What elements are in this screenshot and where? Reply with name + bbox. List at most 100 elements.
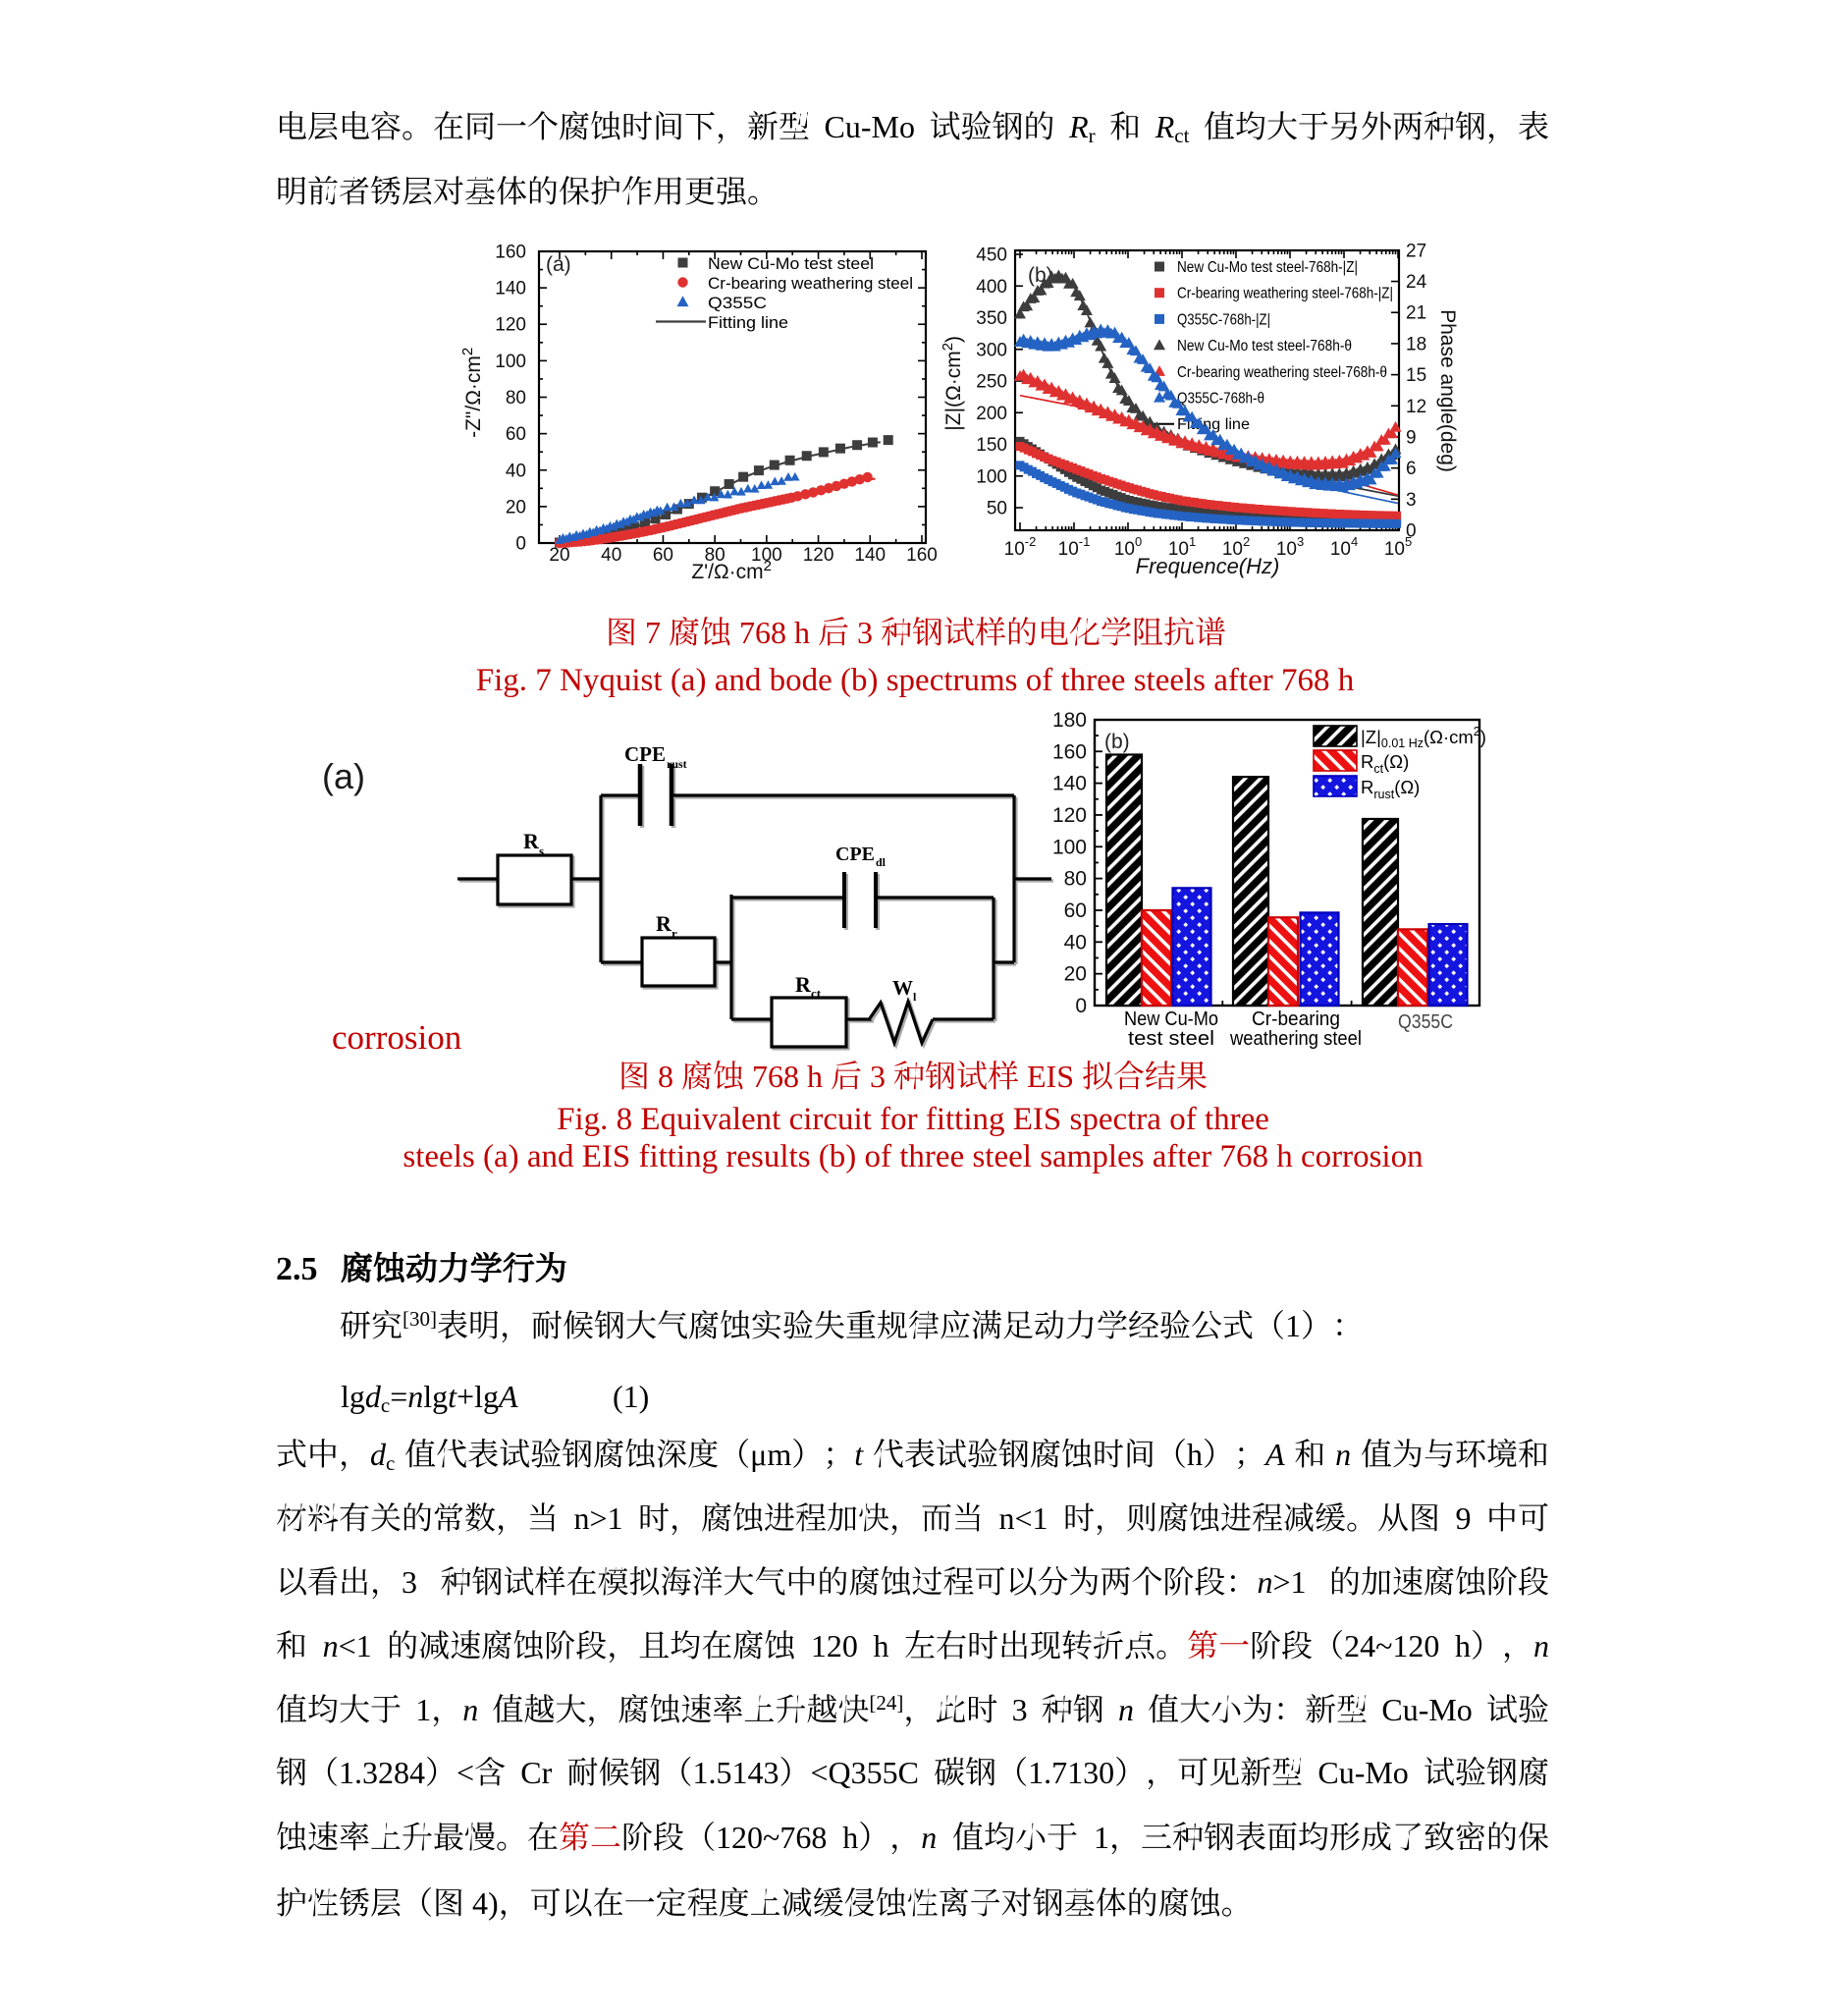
svg-text:=: = [390,1379,407,1414]
svg-text:steels: steels [1134,663,1206,698]
svg-text:1: 1 [415,1692,431,1727]
svg-text:[24]: [24] [869,1691,903,1715]
svg-text:three: three [1205,1102,1269,1137]
svg-text:R: R [1068,109,1089,144]
svg-text:80: 80 [705,545,725,566]
svg-text:t: t [854,1437,864,1472]
svg-text:rust: rust [1373,788,1394,801]
svg-text:ct: ct [1174,124,1189,147]
svg-text:(a): (a) [546,253,571,276]
svg-text:r: r [672,926,677,941]
svg-text:<Q355C: <Q355C [810,1755,919,1790]
svg-text:after: after [1153,1139,1211,1174]
svg-text:180: 180 [1052,709,1087,732]
svg-text:n: n [1335,1437,1351,1472]
svg-text:New Cu-Mo test steel-768h-|Z|: New Cu-Mo test steel-768h-|Z| [1177,259,1358,276]
svg-text:Phase angle(deg): Phase angle(deg) [1436,309,1459,472]
svg-text:100: 100 [495,352,526,372]
svg-text:Cu-Mo: Cu-Mo [825,109,915,144]
svg-text:(Ω·cm: (Ω·cm [1424,727,1474,747]
svg-text:1.5143: 1.5143 [692,1755,779,1790]
svg-text:Cr-bearing: Cr-bearing [1252,1008,1340,1030]
svg-text:lg: lg [423,1379,448,1414]
svg-text:h: h [1338,663,1355,698]
svg-text:ct: ct [811,986,822,1001]
svg-text:(b): (b) [819,1139,856,1174]
svg-text:50: 50 [987,499,1007,519]
svg-text:10: 10 [1384,539,1405,560]
svg-text:10: 10 [1058,539,1079,560]
svg-text:60: 60 [653,545,673,566]
svg-text:h: h [842,1820,858,1855]
svg-text:samples: samples [1040,1139,1144,1174]
svg-text:h: h [1276,1139,1293,1174]
svg-text:15: 15 [1406,365,1426,386]
svg-text:8: 8 [617,1102,633,1137]
svg-text:Nyquist: Nyquist [560,663,663,698]
svg-text:10: 10 [1004,539,1025,560]
svg-text:Q355C-768h-θ: Q355C-768h-θ [1177,391,1264,408]
svg-text:R: R [1361,777,1373,797]
svg-text:steel: steel [972,1139,1031,1174]
svg-text:8: 8 [658,1059,673,1094]
svg-text:of: of [1026,663,1053,698]
svg-text:d: d [370,1437,387,1472]
svg-text:120~768: 120~768 [716,1820,827,1855]
svg-text:+lg: +lg [457,1379,499,1414]
svg-text:Fitting line: Fitting line [708,313,788,332]
svg-text:R: R [1155,109,1175,144]
svg-text:768: 768 [1281,663,1330,698]
svg-text:3: 3 [1297,534,1304,549]
svg-text:(a): (a) [483,1139,519,1174]
svg-text:<1: <1 [339,1628,372,1663]
svg-text:10: 10 [1114,539,1135,560]
svg-text:3: 3 [1012,1692,1028,1727]
svg-text:0: 0 [1135,534,1142,549]
svg-text:768: 768 [752,1059,799,1094]
svg-text:2: 2 [764,558,772,574]
svg-text:h: h [807,1059,823,1094]
svg-text:h: h [794,615,810,650]
svg-text:W: W [892,976,913,1000]
svg-text:Cr-bearing weathering steel-76: Cr-bearing weathering steel-768h-|Z| [1177,286,1393,302]
svg-text:weathering steel: weathering steel [1229,1028,1362,1050]
svg-text:R: R [795,972,812,997]
svg-text:80: 80 [506,388,526,409]
svg-text:40: 40 [506,461,526,481]
svg-text:n: n [1257,1564,1272,1600]
svg-text:3: 3 [870,1059,886,1094]
svg-text:12: 12 [1406,397,1426,417]
svg-text:Cr-bearing weathering steel: Cr-bearing weathering steel [708,274,913,293]
svg-text:c: c [381,1393,390,1417]
svg-text:160: 160 [1052,740,1087,763]
svg-text:c: c [386,1451,395,1475]
svg-text:Cu-Mo: Cu-Mo [1381,1692,1472,1727]
svg-text:1: 1 [1094,1820,1109,1855]
svg-text:r: r [1089,124,1096,147]
svg-text:results: results [725,1139,810,1174]
svg-text:60: 60 [1064,899,1087,922]
svg-text:120: 120 [811,1628,858,1663]
svg-text:Equivalent: Equivalent [640,1102,780,1137]
svg-text:200: 200 [976,404,1007,424]
svg-text:-1: -1 [1079,534,1091,549]
svg-text:(a): (a) [671,663,707,698]
svg-text:|Z|: |Z| [1361,727,1381,747]
svg-text:160: 160 [495,242,526,262]
svg-text:768: 768 [739,615,786,650]
svg-text:n: n [462,1692,478,1727]
svg-text:>1: >1 [1272,1564,1306,1600]
svg-text:New Cu-Mo test steel: New Cu-Mo test steel [708,254,874,273]
svg-text:EIS: EIS [582,1139,631,1174]
svg-text:(Ω): (Ω) [1383,751,1409,772]
svg-text:rust: rust [667,757,687,771]
svg-text:t: t [448,1379,457,1414]
svg-text:0: 0 [1406,521,1417,542]
svg-text:(Ω): (Ω) [1394,777,1420,797]
svg-text:27: 27 [1406,241,1426,261]
svg-text:n: n [1118,1692,1134,1727]
svg-text:|Z|(Ω·cm: |Z|(Ω·cm [942,351,965,430]
svg-text:80: 80 [1064,868,1087,891]
svg-text:100: 100 [1052,836,1087,858]
svg-text:120: 120 [803,545,834,566]
